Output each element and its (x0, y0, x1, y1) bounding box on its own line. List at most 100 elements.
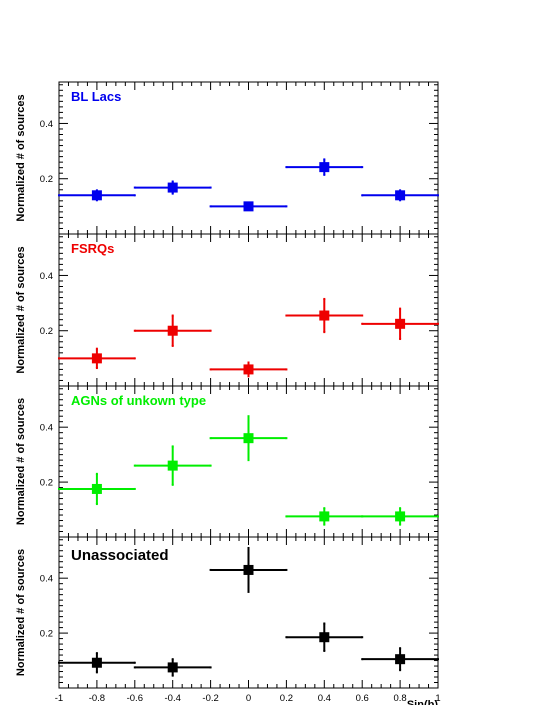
error-bar-end (399, 507, 402, 510)
data-point (319, 162, 330, 173)
error-bar-end (95, 671, 98, 674)
error-bar-end (323, 523, 326, 526)
error-bar-end (399, 338, 402, 341)
error-bar-end (399, 523, 402, 526)
error-bar-end (209, 437, 212, 440)
error-bar-end (58, 194, 60, 197)
y-tick-label: 0.4 (40, 574, 53, 585)
data-point (91, 483, 102, 494)
data-point (91, 190, 102, 201)
error-bar-end (209, 205, 212, 208)
y-tick-label: 0.4 (40, 423, 53, 434)
panel-title: BL Lacs (71, 89, 121, 104)
error-bar-end (133, 329, 136, 332)
error-bar-end (171, 314, 174, 317)
error-bar-end (133, 194, 136, 197)
y-tick-label: 0.2 (40, 326, 53, 337)
data-point (91, 353, 102, 364)
x-tick-label: -1 (55, 693, 63, 704)
error-bar-end (171, 445, 174, 448)
error-bar-end (323, 297, 326, 300)
error-bar-end (95, 472, 98, 475)
error-bar-end (247, 415, 250, 418)
y-tick-label: 0.2 (40, 478, 53, 489)
error-bar-end (285, 636, 288, 639)
error-bar-end (171, 658, 174, 661)
data-point (91, 657, 102, 668)
error-bar-end (285, 368, 288, 371)
error-bar-end (95, 367, 98, 370)
x-tick-label: -0.2 (202, 693, 218, 704)
error-bar-end (323, 158, 326, 161)
panel-title: AGNs of unkown type (71, 393, 206, 408)
error-bar-end (437, 658, 439, 661)
error-bar-end (437, 515, 439, 518)
x-tick-label: 0.4 (318, 693, 331, 704)
error-bar-end (209, 666, 212, 669)
x-axis-label: Sin(b) (407, 699, 438, 705)
error-bar-end (171, 344, 174, 347)
error-bar-end (361, 314, 364, 317)
x-tick-label: 0.6 (356, 693, 369, 704)
error-bar-end (361, 636, 364, 639)
error-bar-end (171, 180, 174, 183)
error-bar-end (133, 666, 136, 669)
y-tick-label: 0.2 (40, 629, 53, 640)
error-bar-end (361, 658, 364, 661)
panel-title: FSRQs (71, 241, 114, 256)
error-bar-end (209, 368, 212, 371)
data-point (243, 564, 254, 575)
y-axis-label: Normalized # of sources (15, 549, 27, 676)
error-bar-end (133, 464, 136, 467)
error-bar-end (133, 357, 136, 360)
error-bar-end (323, 649, 326, 652)
error-bar-end (247, 375, 250, 378)
error-bar-end (58, 661, 60, 664)
data-point (395, 511, 406, 522)
error-bar-end (285, 568, 288, 571)
error-bar-end (247, 459, 250, 462)
y-tick-label: 0.4 (40, 271, 53, 282)
error-bar-end (399, 307, 402, 310)
error-bar-end (285, 314, 288, 317)
error-bar-end (399, 647, 402, 650)
y-axis-label: Normalized # of sources (15, 246, 27, 373)
x-tick-label: 0.8 (393, 693, 406, 704)
error-bar-end (58, 357, 60, 360)
error-bar-end (361, 166, 364, 169)
error-bar-end (437, 322, 439, 325)
error-bar-end (209, 329, 212, 332)
error-bar-end (285, 166, 288, 169)
data-point (395, 654, 406, 665)
error-bar-end (95, 503, 98, 506)
error-bar-end (399, 669, 402, 672)
y-tick-label: 0.4 (40, 119, 53, 130)
error-bar-end (95, 652, 98, 655)
data-point (243, 201, 254, 212)
data-point (167, 182, 178, 193)
error-bar-end (323, 331, 326, 334)
x-tick-label: -0.6 (127, 693, 143, 704)
error-bar-end (323, 507, 326, 510)
error-bar-end (285, 205, 288, 208)
data-point (319, 632, 330, 643)
error-bar-end (361, 194, 364, 197)
error-bar-end (285, 515, 288, 518)
error-bar-end (133, 487, 136, 490)
x-tick-label: -0.8 (89, 693, 105, 704)
data-point (243, 364, 254, 375)
error-bar-end (209, 464, 212, 467)
y-axis-label: Normalized # of sources (15, 398, 27, 525)
error-bar-end (58, 487, 60, 490)
x-tick-label: 0 (246, 693, 251, 704)
error-bar-end (285, 437, 288, 440)
error-bar-end (323, 173, 326, 176)
data-point (319, 511, 330, 522)
x-tick-label: -0.4 (165, 693, 181, 704)
error-bar-end (361, 515, 364, 518)
x-tick-label: 1 (435, 693, 440, 704)
error-bar-end (133, 186, 136, 189)
panel-frame (58, 385, 439, 538)
